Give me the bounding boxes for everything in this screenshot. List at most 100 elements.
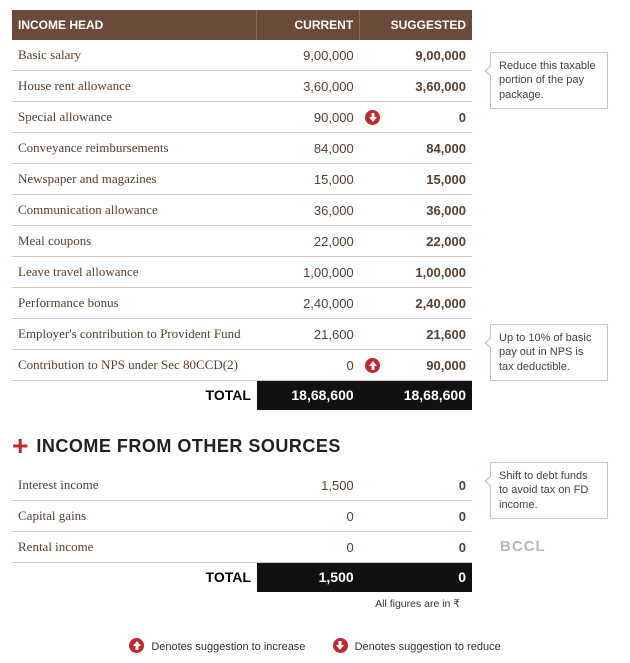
- table-row: Rental income00: [12, 532, 472, 563]
- row-label: Performance bonus: [12, 288, 257, 319]
- table-row: Interest income1,500 0: [12, 470, 472, 501]
- table-row: Capital gains00: [12, 501, 472, 532]
- total-current: 1,500: [257, 563, 360, 593]
- section-title: INCOME FROM OTHER SOURCES: [36, 436, 341, 457]
- row-current: 90,000: [257, 102, 360, 133]
- row-label: Meal coupons: [12, 226, 257, 257]
- row-suggested: 0: [386, 470, 472, 501]
- row-label: Leave travel allowance: [12, 257, 257, 288]
- table-row: Contribution to NPS under Sec 80CCD(2)09…: [12, 350, 472, 381]
- reduce-icon: [333, 638, 348, 653]
- row-indicator: [360, 164, 386, 195]
- row-suggested: 0: [386, 102, 472, 133]
- row-current: 84,000: [257, 133, 360, 164]
- row-indicator: [360, 102, 386, 133]
- row-label: House rent allowance: [12, 71, 257, 102]
- plus-icon: +: [12, 432, 28, 460]
- col-suggested: SUGGESTED: [360, 10, 472, 40]
- footnote: All figures are in ₹: [12, 598, 490, 610]
- watermark: BCCL: [500, 538, 546, 555]
- row-indicator: [360, 257, 386, 288]
- increase-icon: [129, 638, 144, 653]
- table-row: Conveyance reimbursements84,00084,000: [12, 133, 472, 164]
- callout-nps: Up to 10% of basic pay out in NPS is tax…: [490, 324, 608, 381]
- total-row: TOTAL1,5000: [12, 563, 472, 593]
- row-indicator: [360, 532, 386, 563]
- col-current: CURRENT: [257, 10, 360, 40]
- row-label: Conveyance reimbursements: [12, 133, 257, 164]
- row-label: Interest income: [12, 470, 257, 501]
- row-indicator: [360, 288, 386, 319]
- row-current: 1,00,000: [257, 257, 360, 288]
- callout-special-allowance: Reduce this taxable portion of the pay p…: [490, 52, 608, 109]
- row-current: 3,60,000: [257, 71, 360, 102]
- table-row: Newspaper and magazines15,00015,000: [12, 164, 472, 195]
- row-indicator: [360, 470, 386, 501]
- row-current: 15,000: [257, 164, 360, 195]
- row-suggested: 2,40,000: [386, 288, 472, 319]
- row-current: 0: [257, 532, 360, 563]
- legend-increase: Denotes suggestion to increase: [151, 641, 305, 653]
- col-income-head: INCOME HEAD: [12, 10, 257, 40]
- row-current: 0: [257, 350, 360, 381]
- row-indicator: [360, 319, 386, 350]
- row-suggested: 84,000: [386, 133, 472, 164]
- row-indicator: [360, 501, 386, 532]
- section-header: + INCOME FROM OTHER SOURCES: [12, 432, 490, 460]
- table-row: Leave travel allowance1,00,0001,00,000: [12, 257, 472, 288]
- legend: Denotes suggestion to increase Denotes s…: [0, 620, 630, 663]
- table-row: Performance bonus2,40,0002,40,000: [12, 288, 472, 319]
- total-label: TOTAL: [12, 381, 257, 411]
- row-indicator: [360, 195, 386, 226]
- row-label: Rental income: [12, 532, 257, 563]
- row-suggested: 3,60,000: [386, 71, 472, 102]
- callout-interest-income: Shift to debt funds to avoid tax on FD i…: [490, 462, 608, 519]
- row-label: Newspaper and magazines: [12, 164, 257, 195]
- table-row: Meal coupons22,00022,000: [12, 226, 472, 257]
- row-current: 36,000: [257, 195, 360, 226]
- row-suggested: 15,000: [386, 164, 472, 195]
- total-row: TOTAL18,68,60018,68,600: [12, 381, 472, 411]
- row-suggested: 1,00,000: [386, 257, 472, 288]
- row-current: 21,600: [257, 319, 360, 350]
- row-label: Communication allowance: [12, 195, 257, 226]
- row-label: Capital gains: [12, 501, 257, 532]
- row-suggested: 21,600: [386, 319, 472, 350]
- row-indicator: [360, 226, 386, 257]
- row-suggested: 0: [386, 532, 472, 563]
- table-row: Communication allowance36,00036,000: [12, 195, 472, 226]
- main-column: INCOME HEAD CURRENT SUGGESTED Basic sala…: [0, 0, 490, 620]
- row-current: 9,00,000: [257, 40, 360, 71]
- table-row: Employer's contribution to Provident Fun…: [12, 319, 472, 350]
- row-indicator: [360, 133, 386, 164]
- table-row: House rent allowance3,60,0003,60,000: [12, 71, 472, 102]
- row-current: 2,40,000: [257, 288, 360, 319]
- income-head-table: INCOME HEAD CURRENT SUGGESTED Basic sala…: [12, 10, 472, 410]
- row-label: Employer's contribution to Provident Fun…: [12, 319, 257, 350]
- row-suggested: 9,00,000: [386, 40, 472, 71]
- table-row: Special allowance90,000 0: [12, 102, 472, 133]
- row-current: 22,000: [257, 226, 360, 257]
- row-label: Basic salary: [12, 40, 257, 71]
- row-label: Special allowance: [12, 102, 257, 133]
- row-suggested: 22,000: [386, 226, 472, 257]
- row-indicator: [360, 350, 386, 381]
- row-suggested: 36,000: [386, 195, 472, 226]
- row-label: Contribution to NPS under Sec 80CCD(2): [12, 350, 257, 381]
- total-label: TOTAL: [12, 563, 257, 593]
- total-current: 18,68,600: [257, 381, 360, 411]
- table-row: Basic salary9,00,0009,00,000: [12, 40, 472, 71]
- side-column: Reduce this taxable portion of the pay p…: [490, 0, 630, 56]
- row-current: 0: [257, 501, 360, 532]
- reduce-icon: [365, 110, 380, 125]
- legend-reduce: Denotes suggestion to reduce: [355, 641, 501, 653]
- row-suggested: 0: [386, 501, 472, 532]
- total-suggested: 0: [360, 563, 472, 593]
- other-sources-table: Interest income1,5000Capital gains00Rent…: [12, 470, 472, 592]
- row-suggested: 90,000: [386, 350, 472, 381]
- row-current: 1,500: [257, 470, 360, 501]
- row-indicator: [360, 71, 386, 102]
- row-indicator: [360, 40, 386, 71]
- total-suggested: 18,68,600: [360, 381, 472, 411]
- increase-icon: [365, 358, 380, 373]
